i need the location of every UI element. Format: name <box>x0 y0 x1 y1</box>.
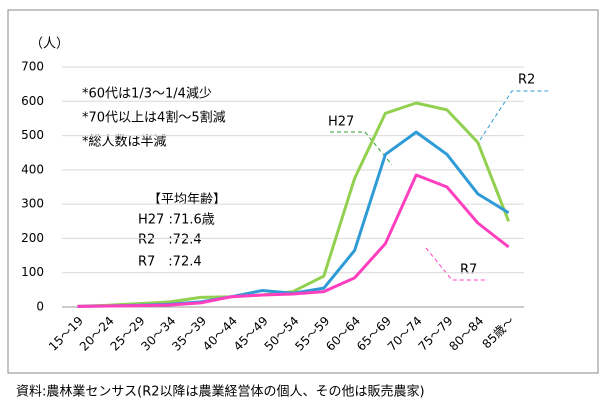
annotation: *70代以上は4割～5割減 <box>82 110 226 126</box>
chart-frame <box>7 9 599 374</box>
annotation: *総人数は半減 <box>82 134 167 150</box>
series-label: H27 <box>328 115 354 130</box>
y-tick-label: 500 <box>21 128 44 142</box>
leader-line <box>479 90 548 141</box>
annotation: 【平均年齢】 <box>148 193 226 208</box>
leader-line <box>330 131 393 166</box>
series-line <box>77 101 510 308</box>
series-label: R2 <box>518 73 535 88</box>
y-tick-label: 200 <box>21 231 44 245</box>
series-line <box>77 173 510 308</box>
y-tick-label: 300 <box>21 197 44 211</box>
y-tick-label: 0 <box>36 300 44 314</box>
y-tick-label: 600 <box>21 94 44 108</box>
y-tick-label: 700 <box>21 60 44 74</box>
leader-line <box>425 247 488 281</box>
y-tick-label: 100 <box>21 265 44 279</box>
series-label: R7 <box>460 263 477 278</box>
annotation: R2 :72.4 <box>138 233 202 248</box>
y-axis-label: （人） <box>30 37 69 52</box>
source: 資料:農林業センサス(R2以降は農業経営体の個人、その他は販売農家) <box>16 384 425 400</box>
annotation: R7 :72.4 <box>138 255 202 270</box>
y-tick-label: 400 <box>21 162 44 176</box>
annotation: *60代は1/3～1/4減少 <box>82 86 212 102</box>
annotation: H27 :71.6歳 <box>138 213 215 228</box>
